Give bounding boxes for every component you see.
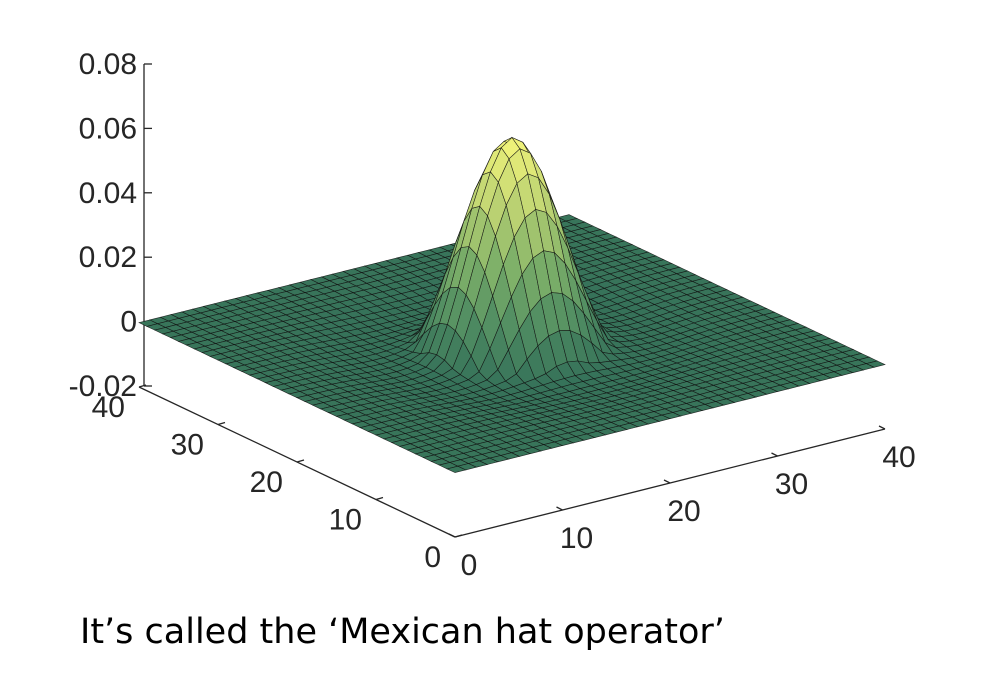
y-tick-mark — [454, 534, 463, 538]
x-tick-mark — [663, 479, 671, 484]
y-tick-label: 10 — [329, 504, 362, 537]
surface-plot: -0.02 0 0.02 0.04 0.06 0.08 0 10 20 30 40 0 10 20 30 40 — [69, 48, 916, 582]
plot-axes — [138, 63, 886, 538]
x-tick-mark — [771, 452, 778, 457]
x-tick-label: 20 — [667, 495, 700, 528]
x-tick-mark — [556, 506, 563, 511]
y-tick-mark — [138, 384, 147, 388]
y-tick-label: 40 — [92, 391, 125, 424]
z-tick-label: 0.06 — [79, 112, 137, 145]
y-tick-label: 0 — [424, 541, 441, 574]
surface-mesh — [138, 136, 886, 473]
x-tick-mark — [448, 533, 456, 538]
y-tick-mark — [217, 421, 226, 426]
y-tick-label: 30 — [171, 429, 204, 462]
x-tick-label: 30 — [775, 468, 808, 501]
x-tick-label: 10 — [560, 522, 593, 555]
x-tick-mark — [878, 425, 886, 430]
tick-labels: -0.02 0 0.02 0.04 0.06 0.08 0 10 20 30 40 0 10 20 30 40 — [69, 48, 916, 582]
x-tick-label: 40 — [882, 441, 915, 474]
y-tick-label: 20 — [250, 466, 283, 499]
z-tick-label: 0.08 — [79, 48, 137, 81]
z-tick-label: 0 — [120, 306, 137, 339]
z-tick-label: 0.02 — [79, 241, 137, 274]
y-tick-mark — [375, 496, 384, 501]
z-tick-label: 0.04 — [79, 177, 137, 210]
surface-cell — [865, 360, 886, 368]
z-tick-label: -0.02 — [69, 370, 137, 403]
x-tick-label: 0 — [461, 549, 478, 582]
y-tick-mark — [296, 459, 305, 463]
caption: It’s called the ‘Mexican hat operator’ — [80, 612, 725, 652]
